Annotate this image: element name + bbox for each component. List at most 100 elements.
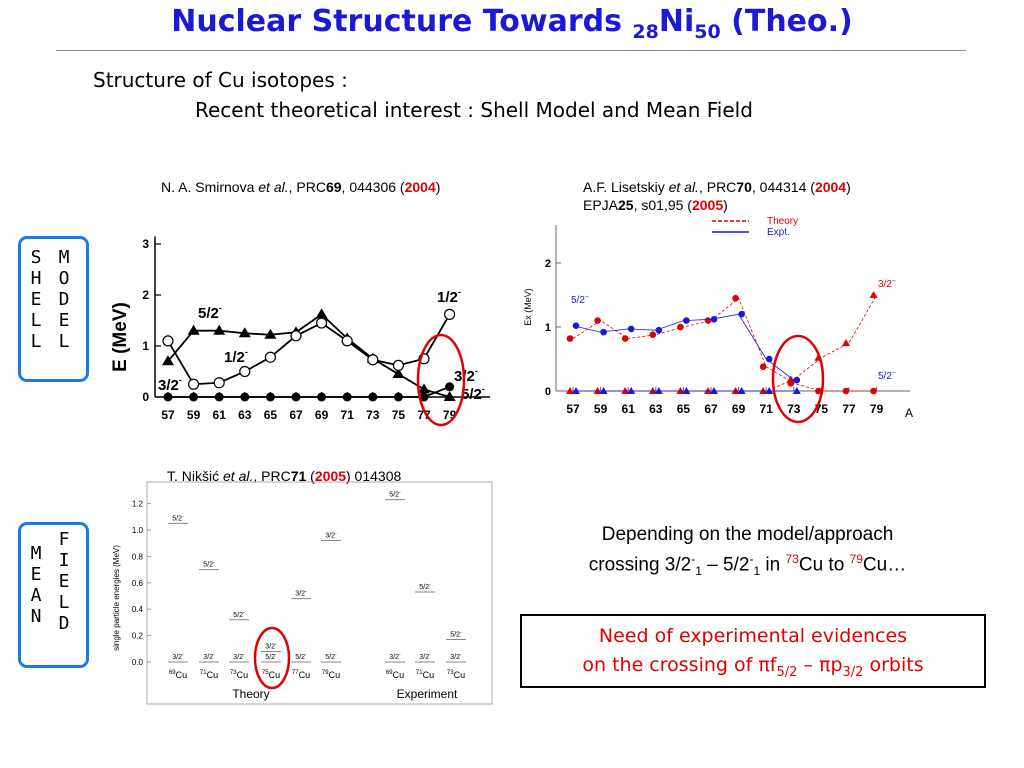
chart3-level-sup: - [429,582,431,588]
c2-sup2: - [749,552,754,566]
chart2-point [566,387,574,394]
model-letter: O [58,268,70,289]
chart1-ytick-label: 1 [142,339,149,353]
chart1-annotation-sup: - [482,384,485,394]
title-sub1: 28 [632,21,659,43]
chart2-annotation-sup: − [892,278,896,285]
legend-theory-label: Theory [767,216,798,227]
chart3-isotope-mass: 73 [230,670,237,676]
chart2-point [759,363,767,370]
conclusion-line-2: crossing 3/2-1 – 5/2-1 in 73Cu to 79Cu… [525,547,970,584]
chart2-point [594,317,601,324]
shell-letter: L [30,331,42,352]
chart2-xtick-label: 73 [787,402,801,416]
chart2-point [704,317,712,324]
field-letter: D [58,613,70,634]
chart3-level-label: 3/2- [233,652,245,661]
cite-close: ) [435,179,441,195]
citation-lisetskiy: A.F. Lisetskiy et al., PRC70, 044314 (20… [583,178,851,214]
chart2-xtick-label: 59 [594,402,608,416]
chart2-point [627,387,636,394]
chart1-point [187,378,200,390]
chart3-isotope-mass: 75 [262,670,269,676]
conclusion-text: Depending on the model/approach crossing… [525,522,970,584]
chart3-ytick-label: 0.4 [132,605,144,614]
chart1-annotation: 1/2- [224,347,248,366]
chart3-level-label: 3/2- [389,652,401,661]
chart1-point [392,368,405,379]
chart3-isotope-mass: 69 [386,670,393,676]
chart3-ytick-label: 1.0 [132,526,144,535]
chart2-point [676,387,685,394]
shell-letter: E [30,289,42,310]
chart3-level-label: 3/2- [450,652,462,661]
field-letter: E [58,571,70,592]
chart1-xtick-label: 69 [315,408,329,422]
chart2-point [737,387,746,394]
cite-etal: et al. [258,179,289,195]
chart2-point [649,331,657,338]
chart3-ytick-label: 0.8 [132,552,144,561]
chart3-isotope-mass: 77 [292,670,299,676]
chart2-point [704,387,712,394]
chart1-xtick-label: 59 [187,408,201,422]
shell-letter: L [30,310,42,331]
chart3-level-sup: - [305,652,307,658]
need-p-sub: 3/2 [842,664,864,680]
chart3-level-label: 3/2- [419,652,431,661]
chart2-point [683,317,690,324]
need-2a: on the crossing of [582,654,759,676]
chart3-level-label: 3/2- [203,652,215,661]
chart1-annotation-sup: - [219,303,222,313]
citation-smirnova: N. A. Smirnova et al., PRC69, 044306 (20… [161,178,440,196]
cite-pages: , 044314 ( [751,179,815,195]
chart3-level-sup: - [305,589,307,595]
chart2-ytick-label: 2 [545,258,551,270]
chart3-isotope-label: 75Cu [262,670,280,680]
chart3-level-sup: - [243,610,245,616]
chart1-point [290,330,302,342]
chart1-annotation: 3/2- [454,366,478,385]
chart1-annotation: 3/2- [158,375,182,394]
chart2-point [869,291,878,298]
chart3-isotope-label: 69Cu [169,670,187,680]
cite-close: ) [846,179,851,195]
cite-etal: et al. [223,468,254,484]
chart3-level-sup: - [182,652,184,658]
chart1-ytick-label: 0 [142,390,149,404]
chart1-point [444,308,456,320]
highlight-ellipse-1 [416,333,466,427]
chart1-annotation-sup: - [179,375,182,385]
shell-letter: H [30,268,42,289]
cite-year: 2004 [404,179,436,195]
chart3-isotope-mass: 71 [416,670,423,676]
chart3-ytick-label: 0.0 [132,658,144,667]
chart3-level-label: 5/2- [203,560,215,569]
cite-journal: , PRC [698,179,737,195]
cite-open: ( [306,468,315,484]
chart2-ytick-label: 1 [545,322,551,334]
chart2-point [572,387,580,394]
conclusion-line-1: Depending on the model/approach [601,524,894,545]
cite-year: 2004 [814,179,847,195]
chart2-point [599,387,608,394]
chart3-ytick-label: 0.6 [132,579,144,588]
chart3-level-label: 5/2- [265,652,277,661]
chart2-xtick-label: 71 [760,402,774,416]
chart2-point [786,375,795,383]
chart3-group-theory: Theory [232,687,269,701]
chart1-annotation: 5/2- [198,303,222,322]
chart3-level-sup: - [275,641,277,647]
chart1-annotations: 5/2-1/2-3/2-1/2-3/2-5/2- [158,287,485,403]
chart1-ytick-label: 2 [142,288,149,302]
chart1-annotation-sup: - [475,366,478,376]
chart1-point [240,392,250,402]
chart3-isotope-mass: 71 [200,670,207,676]
need-f: f [769,654,777,676]
chart2-annotation: 3/2− [878,278,896,290]
